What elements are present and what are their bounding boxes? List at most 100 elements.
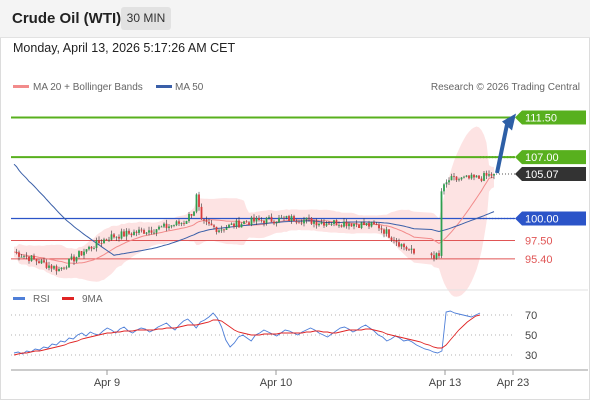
candle	[50, 263, 53, 272]
candle	[85, 249, 88, 254]
candle	[408, 248, 410, 252]
candle	[388, 229, 390, 239]
candle	[55, 264, 58, 275]
candle	[458, 177, 460, 182]
candle	[83, 248, 85, 259]
candle	[180, 222, 183, 227]
candle	[410, 245, 413, 254]
candle	[75, 256, 78, 263]
candle	[263, 219, 265, 227]
candle	[340, 224, 343, 228]
candle	[325, 221, 328, 228]
candle	[163, 222, 165, 228]
chart-header: Crude Oil (WTI) 30 MIN	[0, 0, 590, 38]
candle	[193, 211, 195, 217]
candle	[365, 222, 368, 226]
candle	[485, 170, 488, 179]
candle	[430, 252, 433, 259]
candle	[103, 237, 105, 244]
candle	[378, 222, 380, 232]
candle	[273, 219, 275, 226]
candle	[130, 232, 133, 238]
candle	[240, 222, 243, 228]
candle	[60, 267, 63, 271]
candle	[40, 258, 43, 264]
candle	[323, 219, 325, 228]
candle	[453, 172, 455, 181]
candle	[145, 232, 148, 236]
x-tick-label: Apr 10	[260, 377, 292, 389]
candle	[18, 250, 20, 261]
candle	[280, 214, 283, 219]
candle	[275, 221, 278, 227]
instrument-title: Crude Oil (WTI)	[12, 10, 122, 27]
candle	[245, 220, 248, 223]
candle	[48, 261, 50, 271]
candle	[313, 219, 315, 228]
candle	[25, 252, 28, 260]
candle	[358, 224, 360, 229]
candle	[63, 266, 65, 270]
x-tick-label: Apr 23	[497, 377, 529, 389]
level-badge-105.07: 105.07	[515, 167, 586, 182]
candle	[128, 228, 130, 236]
candle	[73, 254, 75, 265]
candle	[88, 245, 90, 251]
ma50-line	[13, 163, 495, 256]
candle	[310, 217, 313, 225]
candle	[405, 245, 408, 251]
legend-ma50-swatch	[156, 85, 172, 88]
level-label-97.50: 97.50	[525, 235, 553, 247]
candle	[188, 212, 190, 223]
moving-averages	[13, 163, 495, 264]
candle	[43, 257, 45, 264]
candle	[113, 232, 115, 239]
candle	[433, 251, 435, 262]
candle	[440, 188, 443, 259]
candle	[243, 220, 245, 225]
candle	[175, 220, 178, 227]
candle	[190, 213, 193, 219]
candle	[305, 217, 308, 224]
candle	[38, 259, 40, 264]
candle	[45, 259, 48, 270]
candle	[30, 255, 33, 262]
candle	[115, 236, 118, 241]
candle	[225, 225, 228, 230]
candle	[375, 222, 378, 226]
candle	[348, 222, 350, 230]
candle	[438, 250, 440, 259]
candle	[28, 256, 30, 264]
key-levels	[11, 116, 515, 260]
target-arrow	[495, 113, 516, 174]
candle	[238, 216, 240, 228]
candle	[35, 258, 38, 266]
candle	[363, 218, 365, 226]
candle	[460, 176, 463, 181]
candle	[185, 220, 188, 224]
candle	[370, 221, 373, 228]
legend-rsi-swatch	[13, 297, 25, 300]
target-arrow-head	[502, 113, 516, 131]
candle	[448, 177, 450, 186]
candle	[213, 224, 215, 230]
candle	[493, 173, 495, 180]
candle	[150, 226, 153, 235]
candle	[135, 230, 138, 237]
candle	[333, 219, 335, 227]
candle	[463, 175, 465, 179]
bollinger-band-fill	[14, 126, 494, 297]
candle	[133, 229, 135, 236]
candle	[98, 236, 100, 245]
candle	[285, 215, 288, 220]
candle	[250, 215, 253, 227]
candle	[203, 219, 205, 224]
timeframe-selector[interactable]: 30 MIN	[121, 7, 171, 30]
candle	[380, 225, 383, 234]
candle	[125, 228, 128, 241]
ma20-line	[13, 176, 495, 264]
candle	[475, 174, 478, 178]
level-label: 100.00	[525, 214, 559, 226]
candle	[465, 174, 468, 178]
